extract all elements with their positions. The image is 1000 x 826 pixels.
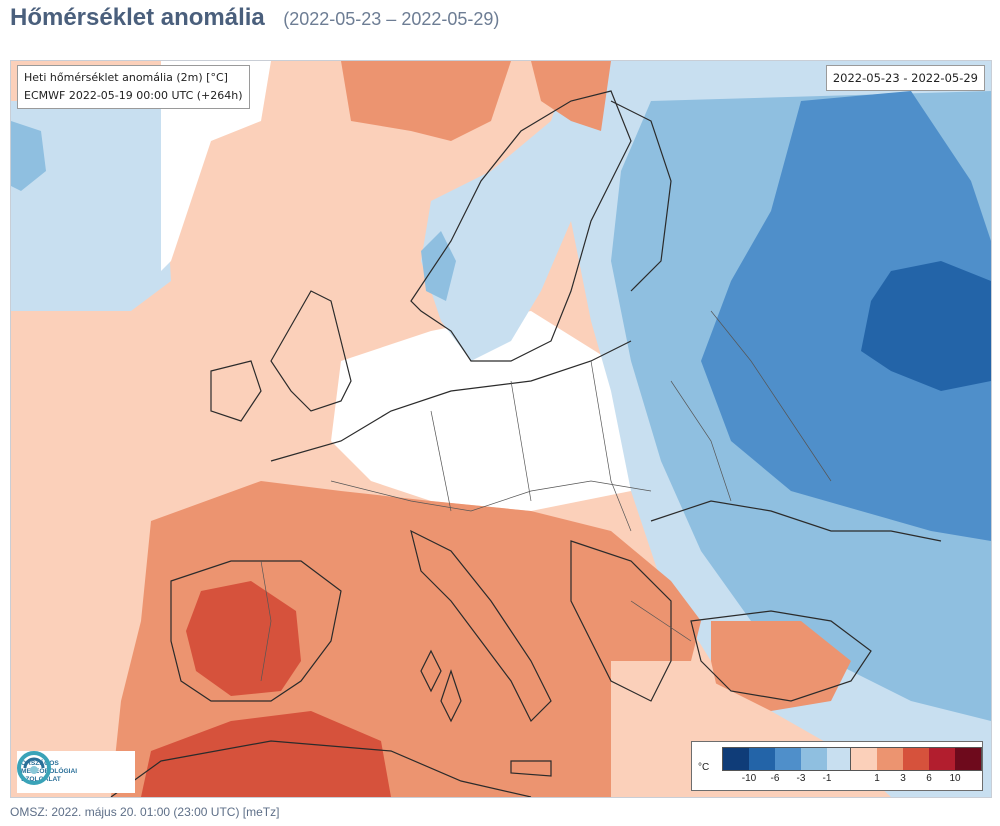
anomaly-field-cold-core — [861, 261, 991, 391]
legend-cold-tick-0: -10 — [741, 773, 757, 784]
country-borders — [260, 310, 832, 682]
omsz-logo-icon — [17, 751, 51, 785]
anomaly-field-scandinavia-core — [421, 231, 456, 301]
legend-cold-tick-1: -6 — [770, 773, 780, 784]
model-run-label: ECMWF 2022-05-19 00:00 UTC (+264h) — [24, 89, 243, 102]
anomaly-field-neutral-central — [331, 311, 651, 511]
page-header: Hőmérséklet anomália (2022-05-23 – 2022-… — [10, 4, 499, 40]
anomaly-field-lapland-warm — [531, 61, 611, 131]
anomaly-field-africa-hot — [141, 711, 391, 797]
page-title: Hőmérséklet anomália — [10, 4, 265, 31]
legend-warm-swatch-3 — [929, 748, 955, 770]
legend-warm-tick-2: 6 — [926, 773, 932, 784]
legend-cold-swatch-3 — [801, 748, 827, 770]
legend-warm-swatch-2 — [903, 748, 929, 770]
legend-cold-swatch-4 — [827, 748, 853, 770]
legend-warm-swatch-1 — [877, 748, 903, 770]
anomaly-field-cold-strong — [701, 91, 991, 541]
legend-warm-tick-3: 10 — [949, 773, 961, 784]
legend-cold-scale — [722, 747, 854, 771]
map-canvas — [11, 61, 991, 797]
anomaly-field-iberia-hot — [186, 581, 301, 696]
legend-warm-scale — [850, 747, 982, 771]
legend-cold-swatch-1 — [749, 748, 775, 770]
map-info-box: Heti hőmérséklet anomália (2m) [°C] ECMW… — [17, 65, 250, 109]
footer-note: OMSZ: 2022. május 20. 01:00 (23:00 UTC) … — [10, 805, 280, 819]
legend-warm-tick-0: 1 — [874, 773, 880, 784]
legend-cold-tick-2: -3 — [796, 773, 806, 784]
logo-line-1: ORSZÁGOS — [21, 760, 59, 767]
anomaly-field-atlantic-cool-core — [11, 121, 46, 191]
legend-warm-swatch-0 — [851, 748, 877, 770]
omsz-logo: ORSZÁGOS METEOROLÓGIAI SZOLGÁLAT — [17, 751, 135, 793]
legend-warm-tick-1: 3 — [900, 773, 906, 784]
map-period-box: 2022-05-23 - 2022-05-29 — [825, 65, 985, 91]
anomaly-field-anatolia-warm — [711, 621, 851, 711]
legend-warm-swatch-4 — [955, 748, 981, 770]
anomaly-field-scandinavia-cool — [421, 121, 581, 361]
anomaly-field-atlantic-cool — [11, 101, 171, 311]
anomaly-field-neutral-north — [161, 61, 271, 271]
date-range: (2022-05-23 – 2022-05-29) — [283, 9, 500, 29]
anomaly-map[interactable]: Heti hőmérséklet anomália (2m) [°C] ECMW… — [10, 60, 992, 798]
legend-cold-swatch-2 — [775, 748, 801, 770]
anomaly-field-arctic-warm — [341, 61, 511, 141]
legend-cold-swatch-0 — [723, 748, 749, 770]
legend-cold-tick-3: -1 — [822, 773, 832, 784]
color-legend: °C -10 -6 -3 -1 1 3 6 10 — [691, 741, 983, 791]
map-period-label: 2022-05-23 - 2022-05-29 — [832, 71, 978, 85]
map-variable-label: Heti hőmérséklet anomália (2m) [°C] — [24, 71, 228, 84]
legend-unit: °C — [698, 762, 710, 773]
